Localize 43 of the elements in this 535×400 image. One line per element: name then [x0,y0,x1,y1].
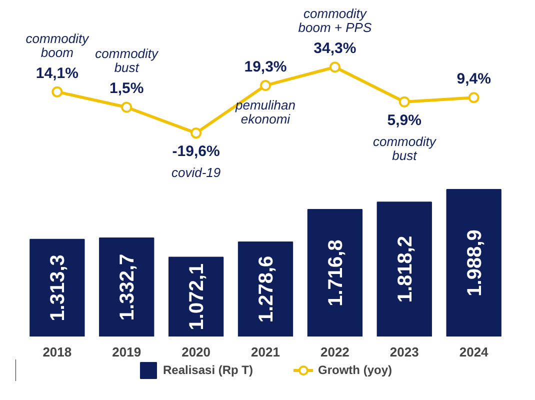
bar [30,238,85,336]
point [52,86,63,98]
data-label: 1.988,9 [464,230,486,296]
point [329,62,340,73]
annotation: pemulihan ekonomi [234,97,296,126]
x-tick-label: 2022 [320,344,350,360]
legend-label: Growth (yoy) [318,363,392,377]
bar [376,202,432,336]
x-tick-label: 2019 [112,344,142,360]
point [398,96,410,108]
bar [168,256,224,336]
annotation: commodity boom + PPS [298,6,372,36]
annotation: covid-19 [171,165,221,180]
data-label: -19,6% [172,143,220,160]
point [190,128,202,139]
data-label: 14,1% [36,64,78,82]
point [260,80,271,91]
annotation: commodity boom [26,30,90,60]
data-label: 1.716,8 [324,240,347,306]
x-tick-label: 2023 [390,344,419,360]
annotation: commodity bust [372,134,438,163]
x-tick-label: 2024 [459,344,490,360]
bar [307,209,363,336]
data-label: 1.818,2 [394,236,416,303]
data-label: 19,3% [244,58,287,76]
x-tick-label: 2018 [42,344,72,360]
data-label: 1.313,3 [47,254,70,322]
point [121,102,132,113]
legend-label: Realisasi (Rp T) [162,363,254,377]
data-label: 1.332,7 [116,254,139,321]
data-label: 1.278,6 [256,256,278,323]
data-label: 34,3% [314,40,356,58]
bar [446,188,502,336]
data-label: 9,4% [456,70,491,88]
data-label: 1.072,1 [186,263,208,330]
point [468,92,480,104]
data-label: 5,9% [387,112,422,129]
data-label: 1,5% [110,80,144,98]
x-tick-label: 2020 [182,344,211,360]
x-tick-label: 2021 [251,344,280,360]
bar [99,237,154,336]
annotation: commodity bust [95,46,160,76]
bar [238,241,294,336]
